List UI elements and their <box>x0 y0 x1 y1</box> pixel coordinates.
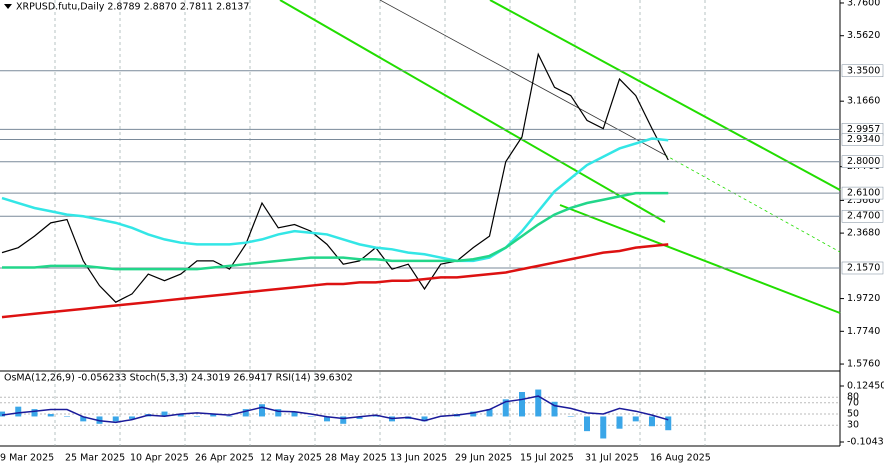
price-line <box>1 52 669 303</box>
x-tick-label: 9 Mar 2025 <box>0 453 54 464</box>
level-label: 2.9340 <box>847 134 880 145</box>
osma-bar <box>242 409 249 417</box>
osma-bar <box>194 416 200 417</box>
osma-bar <box>80 416 87 422</box>
osma-bar <box>275 409 282 417</box>
level-label-box <box>841 64 884 78</box>
level-label-box <box>841 209 884 223</box>
y-tick-label: 1.9720 <box>847 293 880 304</box>
y-tick-label: 2.3680 <box>847 228 880 239</box>
osma-bar <box>665 416 672 431</box>
osma-bar <box>291 411 298 417</box>
x-tick-label: 12 May 2025 <box>260 453 322 464</box>
osma-bar <box>616 416 623 429</box>
level-label: 2.9957 <box>847 124 880 135</box>
osma-bar <box>470 411 477 417</box>
osma-bar <box>340 416 347 424</box>
indicator-title: OsMA(12,26,9) -0.056233 Stoch(5,3,3) 24.… <box>4 373 353 384</box>
osma-bar <box>421 416 428 422</box>
osma-bar <box>64 416 70 417</box>
osma-bar <box>551 401 558 417</box>
level-label-box <box>841 186 884 200</box>
y2-tick-label: 80 <box>847 392 859 403</box>
chart-title: XRPUSD.futu,Daily 2.8789 2.8870 2.7811 2… <box>16 2 249 13</box>
x-tick-label: 29 Jun 2025 <box>455 453 512 464</box>
osma-bar <box>519 391 525 417</box>
osma-bar <box>15 406 22 417</box>
osma-bar <box>632 416 639 422</box>
y-tick-label: 3.1660 <box>847 96 880 107</box>
trend-lines <box>279 0 841 314</box>
x-tick-label: 13 Jun 2025 <box>390 453 447 464</box>
osma-bar <box>47 414 54 417</box>
osma-bar <box>31 409 38 417</box>
osma-bar <box>226 416 233 417</box>
x-tick-label: 25 Mar 2025 <box>65 453 125 464</box>
x-tick-label: 16 Aug 2025 <box>650 453 711 464</box>
level-label: 3.3500 <box>847 65 880 76</box>
osma-bar <box>324 416 330 422</box>
y-tick-label: 3.7600 <box>847 0 880 8</box>
moving-average <box>1 137 669 263</box>
osma-bar <box>600 416 607 439</box>
osma-bar <box>0 411 5 417</box>
osma-bar <box>307 416 314 417</box>
level-label-box <box>841 155 884 168</box>
osma-bar <box>535 389 542 417</box>
osma-bar <box>356 416 363 419</box>
x-tick-label: 31 Jul 2025 <box>585 453 639 464</box>
y-tick-label: 1.5760 <box>847 359 880 370</box>
osma-bar <box>259 404 265 417</box>
x-tick-label: 28 May 2025 <box>325 453 387 464</box>
moving-average <box>2 191 669 271</box>
y-tick-label: 1.7740 <box>847 326 880 337</box>
y-tick-label: 3.5620 <box>847 30 880 41</box>
y2-tick-label: 30 <box>847 420 859 431</box>
level-label: 2.6100 <box>847 188 880 199</box>
moving-average <box>1 243 669 319</box>
osma-bar <box>177 414 184 417</box>
level-label: 2.4700 <box>847 211 880 222</box>
x-tick-label: 26 Apr 2025 <box>195 453 254 464</box>
y-tick-label: -0.104372 <box>847 437 884 448</box>
level-label-box <box>841 261 884 275</box>
trend-line <box>279 0 666 223</box>
x-tick-label: 10 Apr 2025 <box>130 453 189 464</box>
osma-bar <box>112 416 119 422</box>
osma-bar <box>486 409 493 417</box>
osma-bar <box>584 416 590 432</box>
osma-bar <box>372 416 379 417</box>
level-label-box <box>841 133 884 146</box>
y2-tick-label: 70 <box>847 397 859 408</box>
y-tick-label: 0.124506 <box>847 381 884 392</box>
rsi-line <box>1 395 669 424</box>
osma-bar <box>210 414 217 417</box>
osma-bar <box>567 416 574 417</box>
collapse-icon <box>4 4 12 9</box>
trend-line <box>559 204 841 314</box>
level-label: 2.8000 <box>847 156 880 167</box>
level-label: 2.1570 <box>847 262 880 273</box>
trend-line <box>489 0 841 191</box>
osma-bar <box>649 416 655 427</box>
osma-bar <box>161 411 168 417</box>
osma-bar <box>502 399 509 417</box>
y2-tick-label: 50 <box>847 409 859 420</box>
osma-bar <box>129 416 135 419</box>
y-tick-label: 2.5660 <box>847 195 880 206</box>
x-tick-label: 15 Jul 2025 <box>520 453 574 464</box>
